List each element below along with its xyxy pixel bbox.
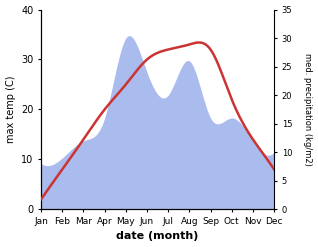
Y-axis label: max temp (C): max temp (C) xyxy=(5,76,16,143)
Y-axis label: med. precipitation (kg/m2): med. precipitation (kg/m2) xyxy=(303,53,313,166)
X-axis label: date (month): date (month) xyxy=(116,231,199,242)
